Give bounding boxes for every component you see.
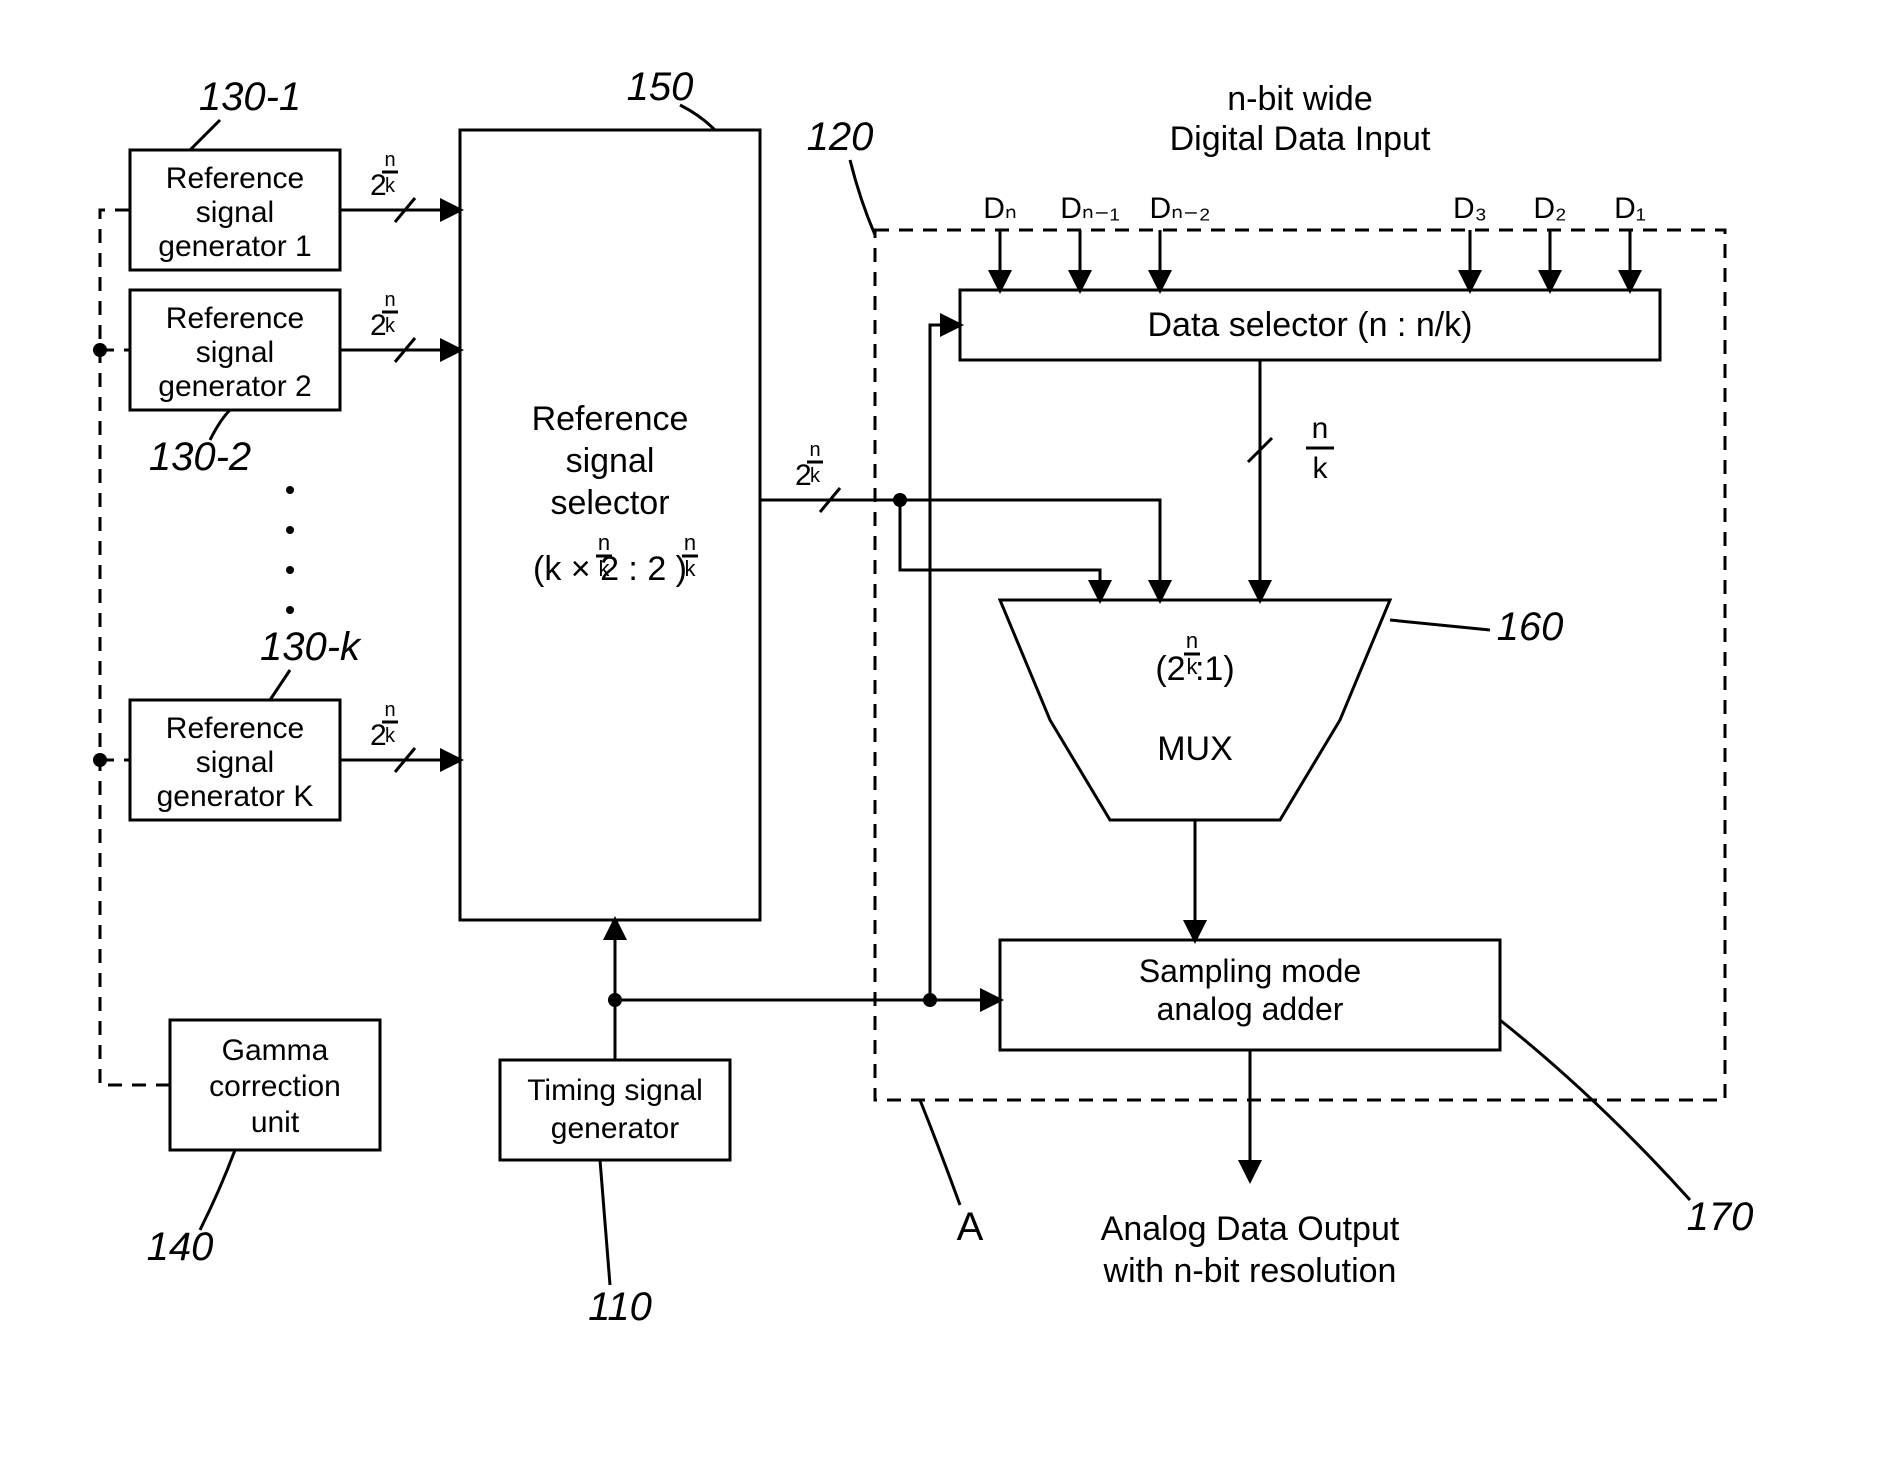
ref-130-2: 130-2 <box>149 435 251 479</box>
ref-130-k: 130-k <box>260 625 362 669</box>
svg-text:k: k <box>1313 452 1329 485</box>
gamma-l3: unit <box>251 1106 300 1139</box>
leader-130-k <box>270 670 290 700</box>
ref-130-1: 130-1 <box>199 75 301 119</box>
adder-l1: Sampling mode <box>1139 953 1361 989</box>
bit-label-4: D₂ <box>1533 192 1566 225</box>
ref-120: 120 <box>807 115 874 159</box>
wire-refsel-mux-2 <box>900 500 1160 600</box>
svg-text:n: n <box>1312 412 1329 445</box>
svg-text:n: n <box>384 699 395 721</box>
svg-text:n: n <box>384 289 395 311</box>
refsel-l2: signal <box>566 442 655 480</box>
svg-text:n: n <box>598 530 610 555</box>
ref-gen-1-l2: signal <box>196 196 274 229</box>
ref-gen-1-l1: Reference <box>166 162 304 195</box>
output-title-2: with n-bit resolution <box>1103 1252 1397 1290</box>
ref-gen-k-l3: generator K <box>157 780 314 813</box>
leader-A <box>920 1100 960 1205</box>
node-dot <box>93 343 107 357</box>
refsel-l3: selector <box>550 484 669 522</box>
ref-gen-1-l3: generator 1 <box>158 230 311 263</box>
ellipsis-dot <box>286 566 294 574</box>
leader-150 <box>680 105 715 130</box>
ref-150: 150 <box>627 65 694 109</box>
leader-170 <box>1500 1020 1690 1200</box>
ref-selector-box <box>460 130 760 920</box>
leader-160 <box>1390 620 1490 630</box>
svg-text:n: n <box>384 149 395 171</box>
svg-text:k: k <box>385 175 396 197</box>
input-title-1: n-bit wide <box>1227 80 1373 118</box>
leader-110 <box>600 1160 610 1285</box>
ref-gen-2-l1: Reference <box>166 302 304 335</box>
ref-gen-2-l2: signal <box>196 336 274 369</box>
svg-text:k: k <box>685 556 697 581</box>
input-title-2: Digital Data Input <box>1170 120 1431 158</box>
leader-120 <box>850 160 875 235</box>
svg-text:k: k <box>599 556 611 581</box>
leader-130-1 <box>190 120 220 150</box>
svg-text:k: k <box>385 315 396 337</box>
block-diagram: Reference signal generator 1 Reference s… <box>0 0 1885 1467</box>
svg-text:k: k <box>1187 654 1199 679</box>
gamma-l1: Gamma <box>222 1034 329 1067</box>
adder-l2: analog adder <box>1157 991 1344 1027</box>
output-title-1: Analog Data Output <box>1101 1210 1400 1248</box>
svg-text:n: n <box>1186 628 1198 653</box>
mux-l2: MUX <box>1157 730 1233 768</box>
data-selector-label: Data selector (n : n/k) <box>1147 306 1472 344</box>
bit-label-3: D₃ <box>1453 192 1487 225</box>
node-dot <box>93 753 107 767</box>
bit-label-2: Dₙ₋₂ <box>1149 192 1210 225</box>
ref-170: 170 <box>1687 1195 1754 1239</box>
svg-text:k: k <box>385 725 396 747</box>
bit-label-0: Dₙ <box>983 192 1017 225</box>
gamma-l2: correction <box>209 1070 341 1103</box>
ellipsis-dot <box>286 526 294 534</box>
ref-110: 110 <box>588 1285 652 1329</box>
ellipsis-dot <box>286 606 294 614</box>
bit-label-1: Dₙ₋₁ <box>1060 192 1120 225</box>
refsel-l1: Reference <box>532 400 689 438</box>
node-dot <box>893 493 907 507</box>
ref-140: 140 <box>147 1225 214 1269</box>
timing-l2: generator <box>551 1112 679 1145</box>
node-dot <box>923 993 937 1007</box>
ref-160: 160 <box>1497 605 1564 649</box>
svg-text:k: k <box>810 465 821 487</box>
ref-gen-k-l1: Reference <box>166 712 304 745</box>
ref-gen-k-l2: signal <box>196 746 274 779</box>
svg-text:n: n <box>809 439 820 461</box>
node-dot <box>608 993 622 1007</box>
ellipsis-dot <box>286 486 294 494</box>
svg-text:n: n <box>684 530 696 555</box>
timing-l1: Timing signal <box>527 1074 703 1107</box>
bit-label-5: D₁ <box>1614 192 1646 225</box>
ref-A: A <box>957 1205 984 1249</box>
leader-140 <box>200 1150 235 1230</box>
ref-gen-2-l3: generator 2 <box>158 370 311 403</box>
